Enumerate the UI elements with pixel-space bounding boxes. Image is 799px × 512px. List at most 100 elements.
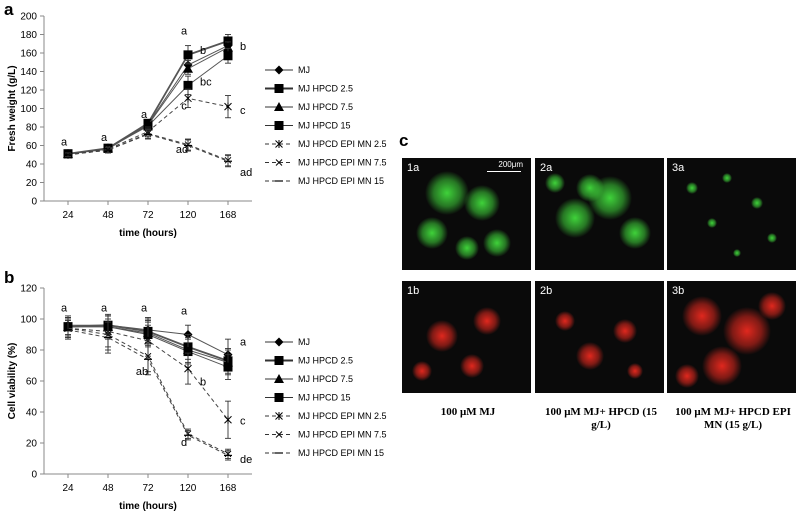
legend-label: MJ HPCD EPI MN 2.5 bbox=[298, 139, 387, 149]
x-tick-label: 120 bbox=[180, 483, 197, 494]
micrograph-background bbox=[667, 158, 796, 270]
micrograph-background bbox=[535, 281, 664, 393]
y-tick-label: 80 bbox=[26, 346, 38, 357]
legend-entry bbox=[265, 356, 293, 365]
panel-label-b: b bbox=[4, 268, 15, 287]
y-tick-label: 140 bbox=[20, 67, 37, 78]
significance-letter: ab bbox=[136, 366, 148, 378]
legend-marker bbox=[274, 356, 284, 365]
legend-label: MJ HPCD 2.5 bbox=[298, 356, 353, 366]
cell-cluster bbox=[682, 296, 722, 336]
scale-bar bbox=[487, 171, 521, 172]
cell-cluster bbox=[555, 311, 575, 331]
legend-marker bbox=[274, 393, 284, 402]
cell-viability-chart: 0 20 40 60 80 100 120 24 48 72 120 168 time (hours) C… bbox=[7, 284, 387, 512]
significance-letter: a bbox=[181, 305, 188, 317]
cell-cluster bbox=[675, 364, 699, 388]
caption-mj-hpcd: 100 μM MJ+ HPCD (15 g/L) bbox=[544, 406, 658, 431]
legend-marker bbox=[274, 102, 284, 111]
legend-label: MJ bbox=[298, 65, 310, 75]
cell-cluster bbox=[464, 185, 500, 221]
micrograph-label: 2b bbox=[540, 285, 553, 297]
y-tick-label: 0 bbox=[31, 197, 37, 208]
legend-label: MJ HPCD EPI MN 15 bbox=[298, 176, 384, 186]
y-tick-label: 20 bbox=[26, 439, 38, 450]
micrograph-1a: 1a 200μm bbox=[402, 158, 531, 270]
micrograph-label: 3b bbox=[672, 285, 685, 297]
significance-letter: a bbox=[61, 302, 68, 314]
y-axis-title: Cell viability (%) bbox=[7, 343, 18, 420]
cell-cluster bbox=[627, 363, 643, 379]
caption-mj: 100 μM MJ bbox=[440, 406, 496, 418]
cell-cluster bbox=[460, 354, 484, 378]
micrograph-image bbox=[402, 281, 531, 393]
micrograph-1b: 1b bbox=[402, 281, 531, 393]
y-tick-label: 40 bbox=[26, 160, 38, 171]
x-tick-label: 72 bbox=[142, 483, 154, 494]
cell-cluster bbox=[733, 249, 741, 257]
legend-label: MJ HPCD 15 bbox=[298, 393, 351, 403]
legend-entry bbox=[265, 84, 293, 93]
legend-entry bbox=[265, 65, 293, 75]
x-tick-label: 24 bbox=[62, 210, 74, 221]
y-tick-label: 20 bbox=[26, 178, 38, 189]
cell-cluster bbox=[758, 292, 786, 320]
cell-cluster bbox=[545, 173, 565, 193]
y-tick-label: 100 bbox=[20, 104, 37, 115]
series-6 bbox=[64, 129, 232, 168]
micrograph-2b: 2b bbox=[535, 281, 664, 393]
legend-label: MJ bbox=[298, 337, 310, 347]
micrograph-3b: 3b bbox=[667, 281, 796, 393]
legend-label: MJ HPCD EPI MN 15 bbox=[298, 448, 384, 458]
micrograph-label: 1a bbox=[407, 162, 420, 174]
significance-letter: c bbox=[181, 100, 187, 112]
legend-marker bbox=[274, 84, 284, 93]
x-tick-label: 72 bbox=[142, 210, 154, 221]
y-tick-label: 60 bbox=[26, 141, 38, 152]
cell-cluster bbox=[707, 218, 717, 228]
legend-entry bbox=[265, 431, 293, 438]
legend-entry bbox=[265, 140, 293, 148]
micrograph-image bbox=[402, 158, 531, 270]
data-point bbox=[224, 415, 232, 424]
significance-letter: a bbox=[61, 137, 68, 149]
legend-label: MJ HPCD EPI MN 7.5 bbox=[298, 430, 387, 440]
cell-cluster bbox=[576, 342, 604, 370]
x-tick-label: 48 bbox=[102, 210, 114, 221]
panel-label-c: c bbox=[399, 131, 409, 150]
data-point bbox=[223, 36, 233, 46]
cell-cluster bbox=[473, 307, 501, 335]
cell-cluster bbox=[723, 307, 771, 355]
significance-letter: b bbox=[240, 41, 246, 53]
legend-marker bbox=[274, 65, 284, 75]
data-point bbox=[183, 63, 193, 73]
x-tick-label: 24 bbox=[62, 483, 74, 494]
fresh-weight-chart: 0 20 40 60 80 100 120 140 160 180 200 24 48 72 120 168 t… bbox=[7, 12, 387, 240]
cell-cluster bbox=[425, 171, 469, 215]
data-point bbox=[183, 50, 193, 60]
legend-marker bbox=[274, 374, 284, 383]
legend-label: MJ HPCD 15 bbox=[298, 121, 351, 131]
cell-cluster bbox=[751, 197, 763, 209]
x-axis-title: time (hours) bbox=[119, 501, 177, 512]
series-1 bbox=[63, 34, 233, 159]
micrograph-image bbox=[535, 281, 664, 393]
cell-cluster bbox=[412, 361, 432, 381]
micrograph-label: 3a bbox=[672, 162, 685, 174]
data-point bbox=[223, 51, 233, 61]
cell-cluster bbox=[613, 319, 637, 343]
legend-marker bbox=[275, 431, 283, 438]
y-axis-title: Fresh weight (g/L) bbox=[7, 65, 18, 151]
legend-label: MJ HPCD EPI MN 2.5 bbox=[298, 411, 387, 421]
cell-cluster bbox=[555, 198, 595, 238]
cell-cluster bbox=[767, 233, 777, 243]
micrograph-3a: 3a bbox=[667, 158, 796, 270]
series-0 bbox=[63, 39, 233, 159]
cell-cluster bbox=[416, 217, 448, 249]
y-tick-label: 40 bbox=[26, 408, 38, 419]
legend-marker bbox=[275, 412, 283, 420]
micrograph-label: 2a bbox=[540, 162, 553, 174]
significance-letter: c bbox=[240, 415, 246, 427]
data-point bbox=[183, 347, 193, 357]
legend-marker bbox=[274, 121, 284, 130]
